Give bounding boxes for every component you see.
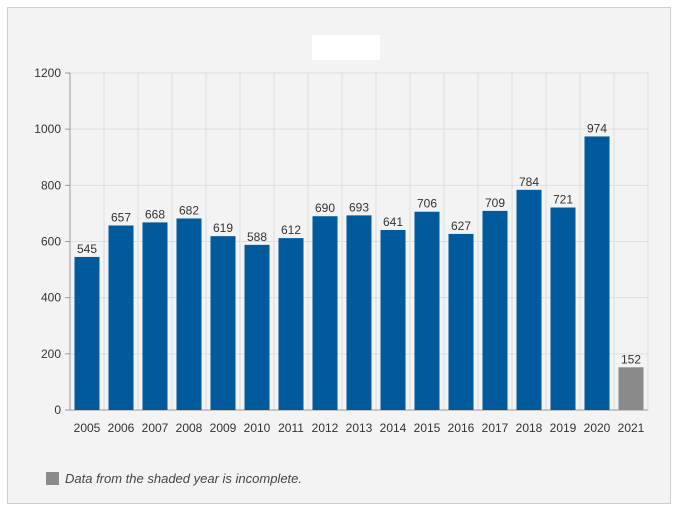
bar-2009 [210,236,236,410]
incomplete-data-swatch [46,472,59,485]
bar-value-label: 693 [349,200,369,214]
bar-2013 [346,215,372,410]
x-tick-label: 2021 [618,421,645,435]
bar-2012 [312,216,338,410]
bar-2010 [244,244,270,410]
y-tick-label: 600 [41,235,61,249]
bar-2016 [448,233,474,410]
y-tick-label: 0 [54,403,61,417]
y-tick-label: 400 [41,291,61,305]
bar-value-label: 706 [417,197,437,211]
y-tick-label: 800 [41,178,61,192]
x-tick-label: 2007 [142,421,169,435]
bar-value-label: 641 [383,215,403,229]
footnote: Data from the shaded year is incomplete. [46,471,302,486]
bar-2006 [108,225,134,410]
x-tick-label: 2015 [414,421,441,435]
bar-2014 [380,229,406,410]
bar-value-label: 627 [451,219,471,233]
bar-value-label: 619 [213,221,233,235]
y-tick-label: 200 [41,347,61,361]
bar-2020 [584,136,610,411]
y-tick-label: 1000 [34,122,61,136]
bar-2011 [278,238,304,410]
bar-value-label: 721 [553,193,573,207]
x-tick-label: 2020 [584,421,611,435]
bar-value-label: 668 [145,207,165,221]
x-tick-label: 2017 [482,421,509,435]
x-tick-label: 2018 [516,421,543,435]
bar-value-label: 612 [281,223,301,237]
y-tick-label: 1200 [34,66,61,80]
x-tick-label: 2011 [278,421,304,435]
bar-value-label: 657 [111,210,131,224]
bar-value-label: 545 [77,242,97,256]
bar-value-label: 588 [247,230,267,244]
bar-value-label: 682 [179,203,199,217]
x-tick-label: 2013 [346,421,373,435]
bar-value-label: 690 [315,201,335,215]
x-tick-label: 2012 [312,421,339,435]
bar-2017 [482,210,508,410]
bar-value-label: 152 [621,352,641,366]
footnote-text: Data from the shaded year is incomplete. [65,471,303,486]
chart-title-area [312,35,380,60]
bar-value-label: 974 [587,121,607,135]
x-tick-label: 2009 [210,421,237,435]
x-tick-label: 2010 [244,421,271,435]
bar-2005 [74,256,100,410]
bar-value-label: 784 [519,175,539,189]
x-tick-label: 2006 [108,421,135,435]
x-tick-label: 2005 [74,421,101,435]
x-tick-label: 2016 [448,421,475,435]
x-tick-label: 2019 [550,421,577,435]
bar-2018 [516,189,542,410]
bar-2008 [176,218,202,410]
x-tick-label: 2008 [176,421,203,435]
bar-2015 [414,211,440,410]
bar-value-label: 709 [485,196,505,210]
bar-2021 [618,367,644,410]
bar-2007 [142,222,168,410]
bar-2019 [550,207,576,410]
x-tick-label: 2014 [380,421,407,435]
